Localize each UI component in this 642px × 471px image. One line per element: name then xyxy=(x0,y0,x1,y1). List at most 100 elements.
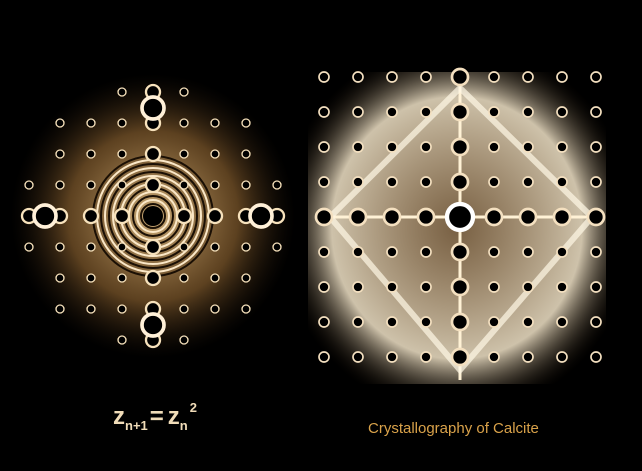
spot xyxy=(386,351,398,363)
ring xyxy=(100,163,206,269)
formula-equals: = xyxy=(150,403,164,430)
spot xyxy=(318,351,330,363)
spot xyxy=(556,316,568,328)
spot xyxy=(352,71,364,83)
spot xyxy=(210,242,220,252)
spot xyxy=(272,242,282,252)
spot xyxy=(522,71,534,83)
spot xyxy=(140,95,166,121)
spot xyxy=(352,316,364,328)
spot xyxy=(241,242,251,252)
spot xyxy=(24,242,34,252)
spot xyxy=(82,207,100,225)
spot xyxy=(179,149,189,159)
spot xyxy=(590,141,602,153)
spot xyxy=(488,141,500,153)
spot xyxy=(86,118,96,128)
spot xyxy=(420,281,432,293)
spot xyxy=(488,176,500,188)
spot xyxy=(522,351,534,363)
spot xyxy=(420,141,432,153)
spot xyxy=(352,141,364,153)
spot xyxy=(117,304,127,314)
spot xyxy=(144,238,162,256)
spot xyxy=(590,176,602,188)
spot xyxy=(488,316,500,328)
spot xyxy=(386,141,398,153)
spot xyxy=(179,242,189,252)
spot xyxy=(590,246,602,258)
spot xyxy=(241,304,251,314)
formula-subscript: n+1 xyxy=(125,418,148,433)
diamond xyxy=(325,83,597,375)
pattern-decoration xyxy=(20,67,606,380)
ring xyxy=(132,195,174,237)
spot xyxy=(86,242,96,252)
spot xyxy=(386,71,398,83)
spot xyxy=(175,207,193,225)
ring xyxy=(108,171,198,261)
spot xyxy=(117,87,127,97)
spot xyxy=(32,203,58,229)
spot xyxy=(318,106,330,118)
spot xyxy=(117,242,127,252)
spot xyxy=(450,102,470,122)
spot xyxy=(86,180,96,190)
spot xyxy=(117,118,127,128)
ring xyxy=(140,203,166,229)
spot xyxy=(556,351,568,363)
spot xyxy=(420,351,432,363)
spot xyxy=(318,246,330,258)
spot xyxy=(179,118,189,128)
spot xyxy=(386,246,398,258)
spot xyxy=(241,149,251,159)
spot xyxy=(386,281,398,293)
ring xyxy=(136,199,170,233)
spot xyxy=(420,246,432,258)
spot xyxy=(206,207,224,225)
spot xyxy=(586,207,606,227)
spot xyxy=(590,71,602,83)
formula: zn+1= zn2 xyxy=(113,400,197,433)
formula-subscript: n xyxy=(180,418,188,433)
spot xyxy=(55,149,65,159)
spot xyxy=(522,246,534,258)
spot xyxy=(117,149,127,159)
spot xyxy=(55,180,65,190)
spot xyxy=(556,281,568,293)
spot xyxy=(117,335,127,345)
ring xyxy=(112,175,194,257)
spot xyxy=(488,106,500,118)
caption: Crystallography of Calcite xyxy=(368,420,539,437)
spot xyxy=(86,149,96,159)
spot xyxy=(522,281,534,293)
spot xyxy=(348,207,368,227)
spot xyxy=(241,118,251,128)
spot xyxy=(488,246,500,258)
spot xyxy=(55,304,65,314)
spot xyxy=(386,176,398,188)
spot xyxy=(556,176,568,188)
spot xyxy=(272,180,282,190)
spot xyxy=(318,316,330,328)
spot xyxy=(210,180,220,190)
spot xyxy=(488,71,500,83)
spot xyxy=(210,273,220,283)
spot xyxy=(590,316,602,328)
spot xyxy=(420,106,432,118)
spot xyxy=(113,207,131,225)
spot xyxy=(144,145,162,163)
spot xyxy=(352,246,364,258)
spot xyxy=(444,201,476,233)
spot xyxy=(179,87,189,97)
spot xyxy=(484,207,504,227)
spot xyxy=(420,71,432,83)
spot xyxy=(117,180,127,190)
spot xyxy=(556,106,568,118)
spot xyxy=(140,312,166,338)
center-spot xyxy=(143,206,163,226)
spot xyxy=(522,316,534,328)
spot xyxy=(86,304,96,314)
spot xyxy=(24,180,34,190)
